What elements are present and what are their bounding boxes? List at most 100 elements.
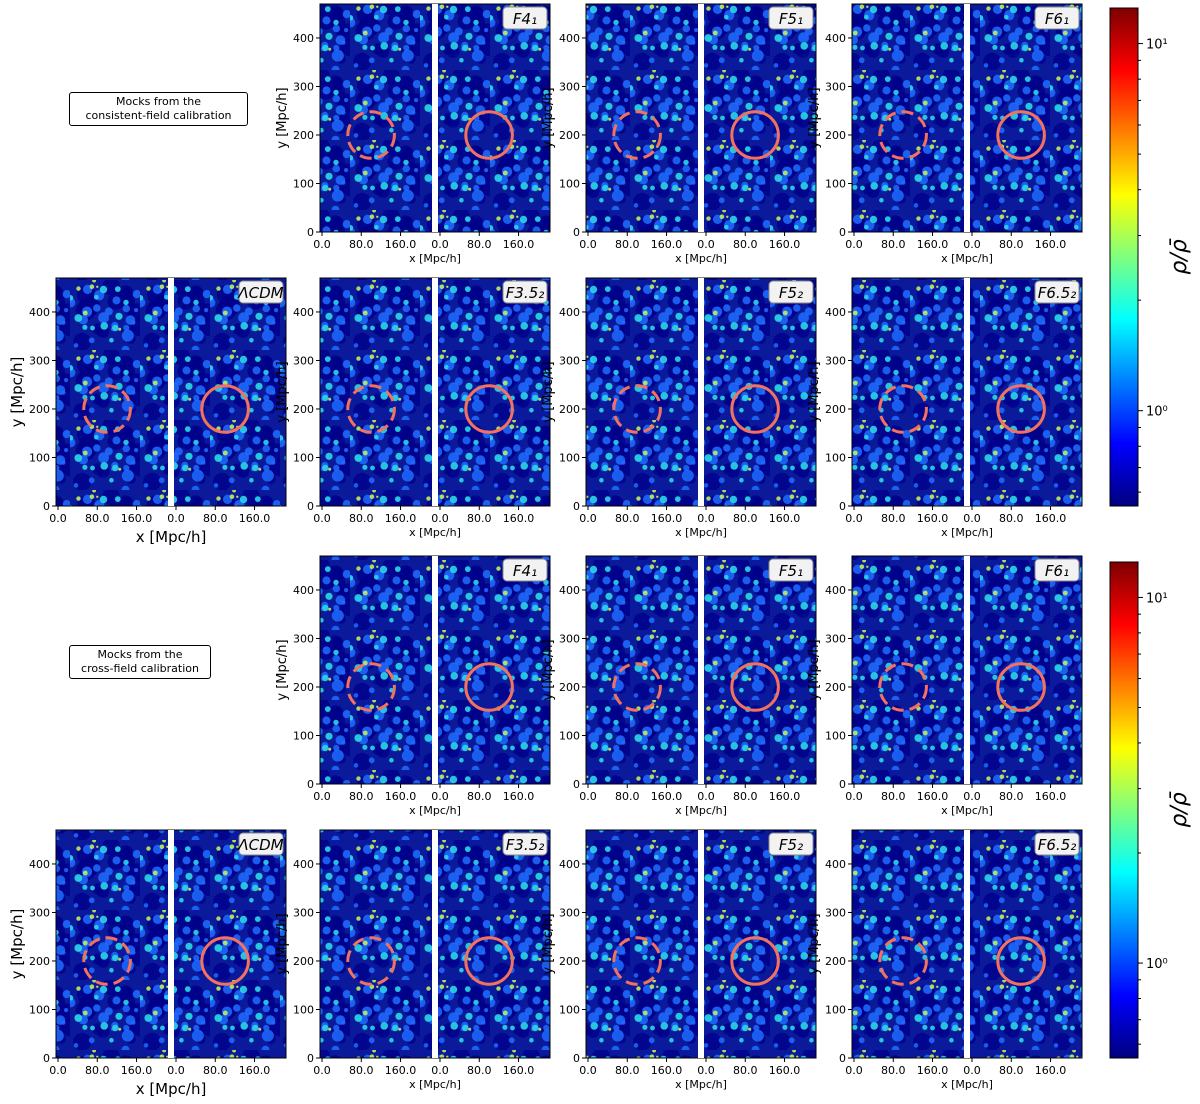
y-tick-label: 200	[825, 129, 846, 142]
y-tick-label: 100	[825, 1003, 846, 1016]
y-tick-label: 200	[559, 955, 580, 968]
y-tick-label: 400	[293, 32, 314, 45]
panel-label-box: F5₁	[768, 6, 814, 30]
x-tick-label: 160.0	[651, 1064, 683, 1077]
y-tick-label: 100	[29, 451, 50, 464]
y-tick-label: 400	[559, 32, 580, 45]
colorbar-tick-label: 10⁰	[1146, 405, 1168, 420]
y-tick-label: 300	[559, 906, 580, 919]
density-strip	[438, 4, 550, 232]
x-tick-label: 160.0	[769, 1064, 801, 1077]
x-tick-label: 80.0	[85, 512, 110, 525]
colorbar-strip	[1109, 561, 1139, 1059]
label-bg	[502, 280, 548, 304]
colorbar-tick-label: 10¹	[1146, 38, 1168, 53]
y-axis-label: y [Mpc/h]	[541, 639, 556, 700]
density-strip	[970, 4, 1082, 232]
strip-divider	[432, 830, 438, 1058]
x-tick-label: 80.0	[999, 238, 1024, 251]
panel-1-3: F6.5₂ 0 100 200 300 400 y [Mpc/h] 0.0 80.0 160.0 0…	[807, 277, 1083, 539]
x-tick-label: 0.0	[431, 238, 449, 251]
x-tick-label: 0.0	[167, 512, 185, 525]
x-tick-label: 160.0	[503, 238, 535, 251]
strip-divider	[964, 830, 970, 1058]
x-axis-label: x [Mpc/h]	[941, 252, 993, 265]
y-tick-label: 0	[573, 1052, 580, 1065]
density-strip	[852, 278, 964, 506]
x-tick-label: 80.0	[615, 1064, 640, 1077]
panel-0-1: F4₁ 0 100 200 300 400 y [Mpc/h] 0.0 80.0 160.0 0.0…	[275, 3, 551, 265]
density-strip	[852, 830, 964, 1058]
density-strip	[174, 278, 286, 506]
label-bg	[768, 6, 814, 30]
x-tick-label: 80.0	[349, 512, 374, 525]
x-axis-label: x [Mpc/h]	[675, 252, 727, 265]
dashed-circle	[346, 936, 396, 986]
panel-2-2: F5₁ 0 100 200 300 400 y [Mpc/h] 0.0 80.0 160.0 0.0…	[541, 555, 817, 817]
y-tick-label: 300	[825, 906, 846, 919]
panel-label-box: F5₁	[768, 558, 814, 582]
y-tick-label: 300	[559, 80, 580, 93]
x-tick-label: 160.0	[769, 238, 801, 251]
strip-divider	[432, 556, 438, 784]
y-tick-label: 300	[825, 632, 846, 645]
y-tick-label: 0	[307, 1052, 314, 1065]
y-axis-label: y [Mpc/h]	[807, 361, 822, 422]
density-strip	[852, 4, 964, 232]
x-tick-label: 0.0	[697, 238, 715, 251]
colorbar-tick-label: 10⁰	[1146, 957, 1168, 972]
y-tick-label: 400	[293, 858, 314, 871]
y-tick-label: 0	[43, 500, 50, 513]
x-axis-label: x [Mpc/h]	[409, 804, 461, 817]
y-tick-label: 100	[559, 451, 580, 464]
panel-label: F5₂	[779, 836, 803, 854]
x-tick-label: 160.0	[385, 238, 417, 251]
solid-circle	[996, 110, 1046, 160]
x-tick-label: 0.0	[845, 238, 863, 251]
x-tick-label: 0.0	[963, 1064, 981, 1077]
y-axis-label: y [Mpc/h]	[8, 909, 26, 980]
dashed-circle	[346, 384, 396, 434]
y-tick-label: 0	[839, 778, 846, 791]
dashed-circle	[346, 662, 396, 712]
x-tick-label: 160.0	[1035, 1064, 1067, 1077]
solid-circle	[730, 384, 780, 434]
y-tick-label: 200	[293, 955, 314, 968]
solid-circle	[730, 662, 780, 712]
x-tick-label: 80.0	[467, 1064, 492, 1077]
label-bg	[768, 280, 814, 304]
density-strip	[438, 278, 550, 506]
label-bg	[1034, 280, 1080, 304]
x-tick-label: 160.0	[239, 512, 271, 525]
y-tick-label: 200	[825, 681, 846, 694]
x-axis-label: x [Mpc/h]	[675, 526, 727, 539]
panel-3-0: ΛCDM 0 100 200 300 400 y [Mpc/h] 0.0 80.0 160.0 0.…	[8, 829, 287, 1098]
density-strip	[174, 830, 286, 1058]
y-tick-label: 200	[559, 681, 580, 694]
y-tick-label: 300	[293, 80, 314, 93]
panel-label-box: F3.5₂	[502, 280, 548, 304]
panel-2-1: F4₁ 0 100 200 300 400 y [Mpc/h] 0.0 80.0 160.0 0.0…	[275, 555, 551, 817]
note-cross-field: Mocks from the cross-field calibration	[69, 645, 211, 679]
x-tick-label: 80.0	[615, 512, 640, 525]
dashed-circle	[878, 936, 928, 986]
x-tick-label: 80.0	[999, 790, 1024, 803]
y-tick-label: 200	[29, 403, 50, 416]
strip-divider	[168, 830, 174, 1058]
x-tick-label: 160.0	[917, 512, 949, 525]
x-tick-label: 160.0	[503, 1064, 535, 1077]
y-axis-label: y [Mpc/h]	[541, 361, 556, 422]
panel-label-box: F6.5₂	[1034, 832, 1080, 856]
panel-0-2: F5₁ 0 100 200 300 400 y [Mpc/h] 0.0 80.0 160.0 0.0…	[541, 3, 817, 265]
y-tick-label: 400	[29, 306, 50, 319]
x-tick-label: 160.0	[651, 790, 683, 803]
density-strip	[320, 830, 432, 1058]
dashed-circle	[878, 110, 928, 160]
x-tick-label: 0.0	[697, 1064, 715, 1077]
dashed-circle	[612, 110, 662, 160]
x-tick-label: 160.0	[651, 238, 683, 251]
y-tick-label: 100	[825, 729, 846, 742]
panel-3-1: F3.5₂ 0 100 200 300 400 y [Mpc/h] 0.0 80.0 160.0 0…	[275, 829, 551, 1091]
solid-circle	[730, 936, 780, 986]
solid-circle	[200, 384, 250, 434]
